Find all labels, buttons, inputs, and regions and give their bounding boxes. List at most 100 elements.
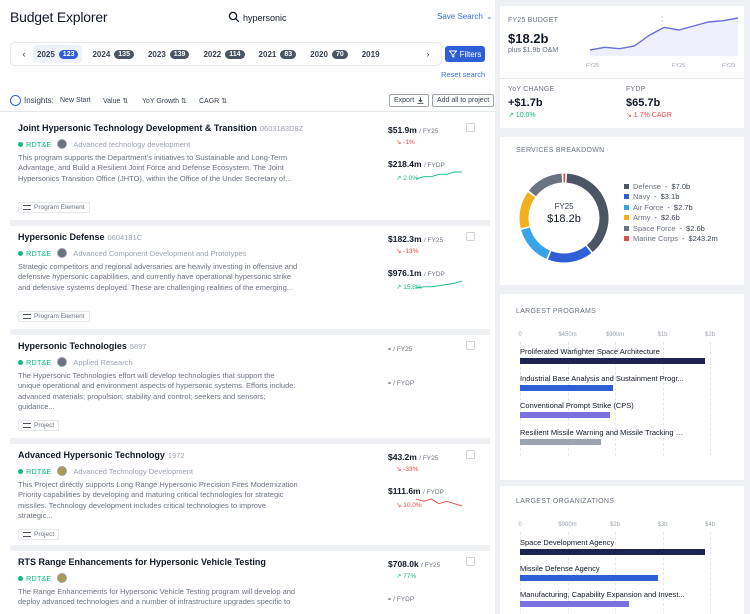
axis-tick: $900m xyxy=(558,522,577,528)
sort-cagr[interactable]: CAGR ⇅ xyxy=(199,97,227,105)
sort-new-start[interactable]: New Start xyxy=(60,97,91,104)
result-tags: RDT&E Advanced Component Development and … xyxy=(18,248,246,258)
bar-row[interactable]: Resilient Missile Warning and Missile Tr… xyxy=(520,428,720,445)
select-checkbox[interactable] xyxy=(466,123,475,132)
bar xyxy=(520,412,611,418)
services-breakdown-panel: SERVICES BREAKDOWN FY25 $18.2b Defense - $… xyxy=(500,137,744,285)
sparkline-line xyxy=(416,280,462,289)
year-tab-2023[interactable]: 2023 139 xyxy=(144,45,193,63)
result-title[interactable]: RTS Range Enhancements for Hypersonic Ve… xyxy=(18,557,266,567)
export-button[interactable]: Export xyxy=(389,94,430,107)
legend-value: $243.2m xyxy=(688,234,718,244)
fydp-unit: / FYDP xyxy=(393,380,415,387)
largest-programs-title: LARGEST PROGRAMS xyxy=(516,308,597,315)
status-dot xyxy=(18,468,23,474)
donut-slice-air-force[interactable] xyxy=(521,227,551,259)
bar-label: Proliferated Warfighter Space Architectu… xyxy=(520,347,660,356)
fy25-value: $182.3m xyxy=(388,234,422,244)
select-checkbox[interactable] xyxy=(466,341,475,350)
year-count-badge: 123 xyxy=(58,49,79,59)
filters-button[interactable]: Filters xyxy=(445,46,485,62)
result-type-badge: Project xyxy=(18,420,60,431)
select-checkbox[interactable] xyxy=(466,450,475,459)
sparkline-line xyxy=(416,498,462,507)
grid-line xyxy=(710,342,711,456)
export-label: Export xyxy=(394,97,415,104)
donut-center-label: FY25 xyxy=(554,202,574,211)
donut-slice-army[interactable] xyxy=(519,192,536,229)
search-input[interactable] xyxy=(243,11,413,25)
status-dot xyxy=(18,575,23,581)
year-count-badge: 70 xyxy=(331,49,348,59)
result-title[interactable]: Hypersonic Technologies 5897 xyxy=(18,341,147,351)
year-tab-2022[interactable]: 2022 114 xyxy=(199,45,248,63)
donut-center-value: $18.2b xyxy=(547,213,581,225)
reset-search-link[interactable]: Reset search xyxy=(441,70,486,79)
services-legend: Defense - $7.0b Navy - $3.1b Air Force - $2.7b Ar… xyxy=(624,181,718,244)
year-tab-2024[interactable]: 2024 135 xyxy=(88,45,137,63)
fydp-sparkline xyxy=(416,498,462,507)
chevron-right-icon[interactable]: › xyxy=(426,49,430,59)
header: Budget Explorer Save Search ⌄ xyxy=(0,0,495,38)
result-title[interactable]: Hypersonic Defense 0604181C xyxy=(18,232,142,242)
result-title[interactable]: Joint Hypersonic Technology Development … xyxy=(18,123,303,133)
year-tab-2025[interactable]: 2025 123 xyxy=(33,45,83,63)
budget-value: $18.2b xyxy=(508,31,549,46)
legend-name: Marine Corps xyxy=(633,234,679,244)
result-card[interactable]: Hypersonic Defense 0604181C RDT&E Advanced … xyxy=(10,226,490,335)
result-title-text: Joint Hypersonic Technology Development … xyxy=(18,123,257,133)
fydp-value: - xyxy=(388,593,391,603)
fy25-value: $708.0k xyxy=(388,559,419,569)
donut-slice-defense[interactable] xyxy=(566,173,609,253)
bar-row[interactable]: Industrial Base Analysis and Sustainment… xyxy=(520,374,720,391)
year-count-badge: 114 xyxy=(225,49,245,59)
year-tab-2019[interactable]: 2019 xyxy=(358,45,384,63)
fydp-change: ↘ 1.7% CAGR xyxy=(626,112,672,119)
bar-row[interactable]: Missile Defense Agency xyxy=(520,564,720,581)
yoy-label: YoY CHANGE xyxy=(508,86,555,93)
fydp-amount: $976.1m / FYDP xyxy=(388,268,445,278)
bar-row[interactable]: Conventional Prompt Strike (CPS) xyxy=(520,401,720,418)
budget-trend-chart: FY25 FY25 FY29 xyxy=(586,16,739,69)
sort-yoy-growth[interactable]: YoY Growth ⇅ xyxy=(142,97,187,105)
fydp-amount: $111.6m / FYDP xyxy=(388,486,444,496)
download-icon xyxy=(417,97,424,104)
axis-tick: 0 xyxy=(518,522,522,528)
chevron-down-icon: ⌄ xyxy=(485,12,493,21)
save-search-button[interactable]: Save Search ⌄ xyxy=(437,12,493,21)
select-checkbox[interactable] xyxy=(466,557,475,566)
donut-slice-space-force[interactable] xyxy=(528,173,563,197)
select-checkbox[interactable] xyxy=(466,232,475,241)
year-label: 2023 xyxy=(147,49,166,59)
legend-sep: - xyxy=(679,223,683,233)
fy25-unit: / FY25 xyxy=(419,455,439,462)
rdte-badge: RDT&E xyxy=(18,467,51,476)
year-tab-2020[interactable]: 2020 70 xyxy=(306,45,352,63)
donut-slice-navy[interactable] xyxy=(548,245,592,263)
bar-row[interactable]: Manufacturing, Capability Expansion and … xyxy=(520,590,720,607)
fy25-change: ↘ -1% xyxy=(396,139,415,146)
result-card[interactable]: Hypersonic Technologies 5897 RDT&E Applied … xyxy=(10,335,490,444)
activity-icon xyxy=(57,139,68,149)
rdte-badge: RDT&E xyxy=(18,574,51,583)
axis-tick: $3b xyxy=(657,522,668,528)
rdte-badge: RDT&E xyxy=(18,140,51,149)
result-title-text: Hypersonic Defense xyxy=(18,232,105,242)
result-card[interactable]: Joint Hypersonic Technology Development … xyxy=(10,117,490,226)
fydp-unit: / FYDP xyxy=(423,162,445,169)
chevron-left-icon[interactable]: ‹ xyxy=(22,49,26,59)
result-card[interactable]: Advanced Hypersonic Technology 1972 RDT&E A… xyxy=(10,444,490,551)
add-all-label: Add all to project xyxy=(437,97,490,104)
bar-row[interactable]: Proliferated Warfighter Space Architectu… xyxy=(520,347,720,364)
add-all-to-project-button[interactable]: Add all to project xyxy=(432,94,495,107)
result-card[interactable]: RTS Range Enhancements for Hypersonic Ve… xyxy=(10,551,490,614)
bar-row[interactable]: Space Development Agency xyxy=(520,538,720,555)
sort-icon: ⇅ xyxy=(180,98,187,105)
year-tab-2021[interactable]: 2021 83 xyxy=(255,45,301,63)
bar-label: Manufacturing, Capability Expansion and … xyxy=(520,590,685,599)
sort-value[interactable]: Value ⇅ xyxy=(103,97,128,105)
result-description: This program supports the Department's i… xyxy=(18,153,292,183)
fy25-change: ↘ -13% xyxy=(396,248,419,255)
result-code: 0603183D8Z xyxy=(259,124,304,133)
result-title[interactable]: Advanced Hypersonic Technology 1972 xyxy=(18,450,185,460)
